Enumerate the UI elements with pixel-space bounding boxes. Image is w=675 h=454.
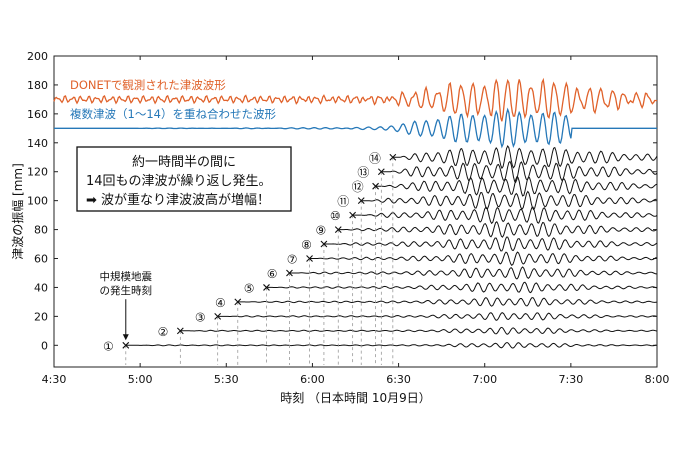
observed-waveform-line: [53, 77, 658, 122]
event-label-12: ⑫: [352, 180, 364, 194]
y-tick-label: 100: [27, 195, 48, 208]
event-label-5: ⑤: [244, 281, 255, 295]
event-marker-12: [372, 182, 379, 190]
y-tick-label: 180: [27, 79, 48, 92]
event-marker-5: [263, 284, 270, 291]
event-trace-10: [352, 206, 658, 225]
event-label-2: ②: [158, 325, 169, 339]
event-label-8: ⑧: [301, 238, 312, 252]
event-label-11: ⑪: [337, 195, 349, 209]
event-label-6: ⑥: [267, 267, 278, 281]
event-trace-13: [381, 160, 658, 184]
event-marker-4: [234, 298, 242, 306]
annotation-line-2: 14回もの津波が繰り返し発生。: [86, 174, 272, 189]
event-marker-11: [357, 197, 365, 205]
event-label-10: ⑩: [330, 209, 341, 223]
y-tick-label: 60: [34, 253, 48, 266]
event-trace-9: [338, 221, 657, 238]
event-trace-8: [323, 236, 658, 252]
x-axis-title: 時刻 （日本時間 10月9日）: [280, 391, 431, 405]
x-tick-label: 4:30: [42, 373, 67, 386]
event-marker-9: [334, 226, 342, 233]
event-trace-7: [309, 251, 657, 267]
y-tick-label: 0: [41, 339, 48, 352]
event-label-14: ⑭: [369, 151, 381, 165]
y-tick-label: 20: [34, 310, 48, 323]
earthquake-label-1: 中規模地震: [100, 270, 153, 283]
event-trace-11: [361, 190, 657, 211]
event-marker-10: [349, 211, 357, 219]
y-tick-label: 140: [27, 137, 48, 150]
x-tick-label: 7:00: [472, 373, 497, 386]
y-tick-label: 80: [34, 224, 48, 237]
event-label-4: ④: [215, 296, 226, 310]
x-tick-label: 5:30: [214, 373, 239, 386]
event-marker-1: [122, 341, 130, 349]
event-label-9: ⑨: [316, 224, 327, 238]
event-trace-2: [180, 326, 658, 335]
y-tick-label: 120: [27, 166, 48, 179]
event-trace-4: [237, 296, 658, 307]
earthquake-label-2: の発生時刻: [100, 284, 153, 297]
event-marker-7: [306, 255, 313, 262]
annotation-line-1: 約一時間半の間に: [132, 155, 236, 170]
event-marker-3: [214, 312, 222, 320]
event-trace-3: [217, 312, 657, 321]
y-axis-title: 津波の振幅 [mm]: [10, 163, 25, 260]
event-label-13: ⑬: [357, 166, 369, 180]
event-marker-14: [389, 153, 397, 161]
x-tick-label: 7:30: [559, 373, 584, 386]
legend-observed: DONETで観測された津波波形: [70, 78, 226, 92]
annotation-box: [76, 146, 292, 212]
combined-waveform-line: [54, 107, 657, 149]
legend-combined: 複数津波（1〜14）を重ね合わせた波形: [70, 107, 276, 121]
event-marker-13: [377, 168, 385, 176]
earthquake-arrow-head: [122, 334, 129, 341]
x-tick-label: 5:00: [128, 373, 153, 386]
event-trace-5: [266, 281, 658, 294]
event-trace-12: [375, 176, 658, 197]
x-tick-label: 6:30: [386, 373, 411, 386]
x-tick-label: 8:00: [645, 373, 670, 386]
event-marker-6: [286, 269, 293, 277]
event-label-3: ③: [195, 310, 206, 324]
plot-frame: [53, 55, 658, 368]
y-tick-label: 40: [34, 281, 48, 294]
event-marker-2: [176, 327, 184, 335]
y-tick-label: 160: [27, 108, 48, 121]
x-tick-label: 6:00: [300, 373, 325, 386]
event-label-1: ①: [103, 339, 114, 353]
event-trace-1: [125, 341, 657, 349]
event-marker-8: [320, 240, 328, 248]
event-trace-6: [289, 266, 657, 280]
annotation-line-3: ➡ 波が重なり津波波高が増幅！: [86, 192, 270, 208]
event-trace-14: [392, 144, 658, 170]
event-label-7: ⑦: [287, 253, 298, 267]
y-tick-label: 200: [27, 50, 48, 63]
